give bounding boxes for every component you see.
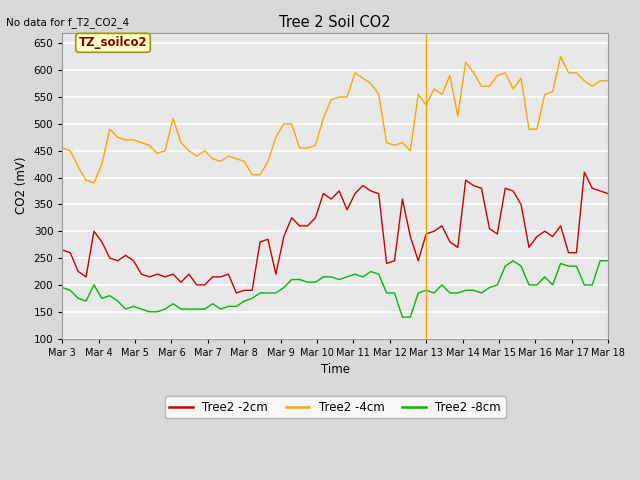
- Legend: Tree2 -2cm, Tree2 -4cm, Tree2 -8cm: Tree2 -2cm, Tree2 -4cm, Tree2 -8cm: [164, 396, 506, 419]
- Text: TZ_soilco2: TZ_soilco2: [79, 36, 147, 49]
- Title: Tree 2 Soil CO2: Tree 2 Soil CO2: [280, 15, 391, 30]
- Y-axis label: CO2 (mV): CO2 (mV): [15, 157, 28, 215]
- X-axis label: Time: Time: [321, 363, 349, 376]
- Text: No data for f_T2_CO2_4: No data for f_T2_CO2_4: [6, 17, 129, 28]
